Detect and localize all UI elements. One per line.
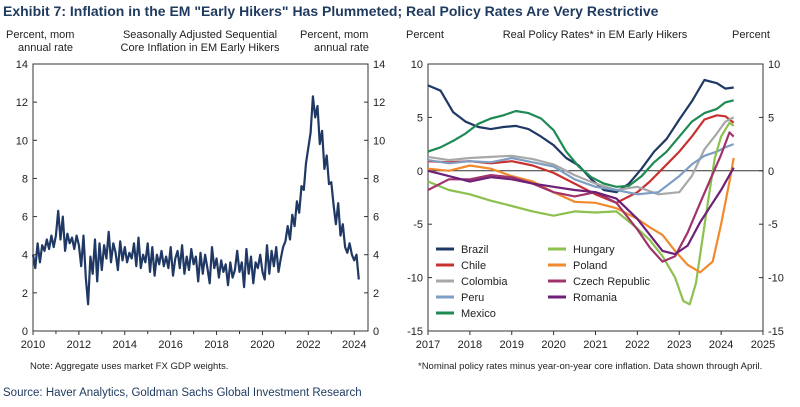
x-tick-label: 2025 <box>751 339 775 351</box>
y-tick-label-right: 14 <box>373 59 385 71</box>
chart-note: Note: Aggregate uses market FX GDP weigh… <box>30 361 228 372</box>
y-tick-label-right: 10 <box>768 59 780 71</box>
chart-note: *Nominal policy rates minus year-on-year… <box>418 361 762 372</box>
right-axis-label: Percent <box>732 29 770 41</box>
y-tick-label-left: 0 <box>417 166 423 178</box>
series-line-peru <box>427 143 735 196</box>
legend-label-peru: Peru <box>461 292 484 304</box>
series-line-em-early-hikers-core-inflation <box>31 95 360 306</box>
y-tick-label-left: 10 <box>16 135 28 147</box>
y-tick-label-left: 5 <box>417 112 423 124</box>
y-tick-label-right: 12 <box>373 97 385 109</box>
y-tick-label-right: 6 <box>373 212 379 224</box>
y-tick-label-left: 10 <box>411 59 423 71</box>
y-tick-label-left: -10 <box>407 273 423 285</box>
left-axis-label: Percent, mom annual rate <box>6 29 74 54</box>
y-tick-label-left: -15 <box>407 326 423 338</box>
y-tick-label-left: 12 <box>16 97 28 109</box>
y-tick-label-right: -15 <box>768 326 784 338</box>
series-line-poland <box>427 157 735 274</box>
right-axis-label-line: Percent, mom <box>300 29 368 41</box>
series-line-hungary <box>427 121 735 306</box>
y-tick-label-right: -5 <box>768 219 778 231</box>
x-tick-label: 2024 <box>709 339 733 351</box>
legend-label-colombia: Colombia <box>461 276 508 288</box>
y-tick-label-left: 6 <box>22 212 28 224</box>
y-tick-label-left: 14 <box>16 59 28 71</box>
y-tick-label-right: 0 <box>768 166 774 178</box>
right-chart-real-policy-rates: Real Policy Rates* in EM Early Hikers Per… <box>406 29 784 372</box>
left-chart-inflation: Seasonally Adjusted Sequential Core Infla… <box>6 29 385 372</box>
x-tick-label: 2020 <box>250 339 274 351</box>
legend-label-brazil: Brazil <box>461 244 489 256</box>
legend-label-hungary: Hungary <box>573 244 615 256</box>
x-tick-label: 2010 <box>21 339 45 351</box>
right-axis-label: Percent, mom annual rate <box>300 29 369 54</box>
series-line-mexico <box>427 99 734 188</box>
chart-title: Real Policy Rates* in EM Early Hikers <box>503 29 688 41</box>
series-line-czech-republic <box>427 131 735 263</box>
legend-label-czech-republic: Czech Republic <box>573 276 651 288</box>
exhibit-title: Exhibit 7: Inflation in the EM "Early Hi… <box>3 3 659 19</box>
chart-title: Seasonally Adjusted Sequential Core Infla… <box>121 29 280 54</box>
y-tick-label-left: 0 <box>22 326 28 338</box>
x-tick-label: 2020 <box>541 339 565 351</box>
x-tick-label: 2014 <box>113 339 137 351</box>
y-tick-label-left: 2 <box>22 288 28 300</box>
x-tick-label: 2021 <box>583 339 607 351</box>
legend-label-chile: Chile <box>461 260 486 272</box>
left-axis-label: Percent <box>406 29 444 41</box>
left-axis-label-line: annual rate <box>18 42 73 54</box>
chart-title-line: Core Inflation in EM Early Hikers <box>121 42 280 54</box>
x-tick-label: 2018 <box>458 339 482 351</box>
plot-frame <box>32 63 369 332</box>
series-line-colombia <box>427 116 735 196</box>
x-tick-label: 2017 <box>416 339 440 351</box>
y-tick-label-right: -10 <box>768 273 784 285</box>
series-line-romania <box>427 167 735 256</box>
legend-label-poland: Poland <box>573 260 607 272</box>
y-tick-label-right: 10 <box>373 135 385 147</box>
y-tick-label-right: 8 <box>373 173 379 185</box>
y-tick-label-right: 2 <box>373 288 379 300</box>
x-tick-label: 2019 <box>500 339 524 351</box>
left-axis-label-line: Percent, mom <box>6 29 74 41</box>
x-tick-label: 2012 <box>67 339 91 351</box>
y-tick-label-right: 5 <box>768 112 774 124</box>
y-tick-label-left: -5 <box>413 219 423 231</box>
y-tick-label-left: 4 <box>22 250 28 262</box>
source-note: Source: Haver Analytics, Goldman Sachs G… <box>3 387 362 399</box>
x-tick-label: 2016 <box>158 339 182 351</box>
x-tick-label: 2022 <box>625 339 649 351</box>
right-axis-label-line: annual rate <box>314 42 369 54</box>
x-tick-label: 2022 <box>296 339 320 351</box>
y-tick-label-right: 4 <box>373 250 379 262</box>
series-line-brazil <box>427 78 734 194</box>
x-tick-label: 2023 <box>667 339 691 351</box>
x-tick-label: 2024 <box>342 339 366 351</box>
y-tick-label-left: 8 <box>22 173 28 185</box>
chart-title-line: Seasonally Adjusted Sequential <box>123 29 277 41</box>
y-tick-label-right: 0 <box>373 326 379 338</box>
legend-label-mexico: Mexico <box>461 308 496 320</box>
legend-label-romania: Romania <box>573 292 618 304</box>
x-tick-label: 2018 <box>204 339 228 351</box>
